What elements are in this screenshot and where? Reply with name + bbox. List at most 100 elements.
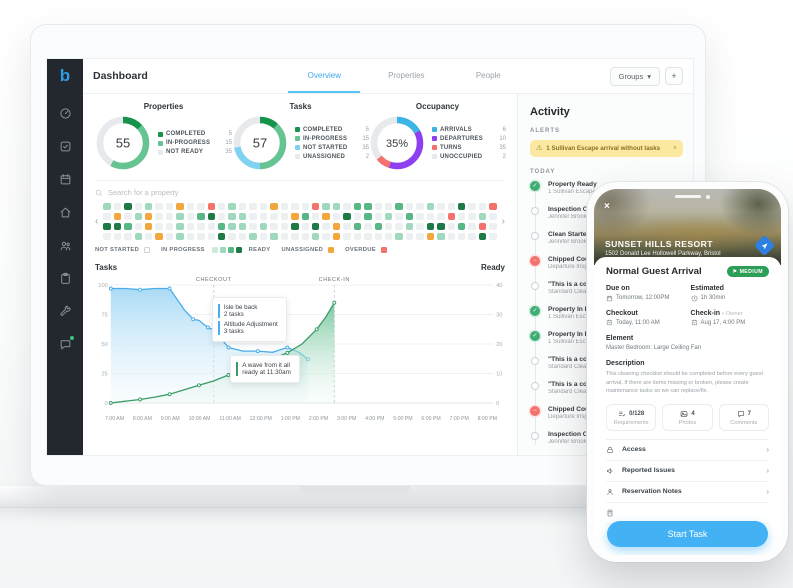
stat-card-comments[interactable]: 7 Comments <box>718 403 769 431</box>
heatmap-cell[interactable] <box>395 213 403 220</box>
activity-item[interactable]: ✓ Property In Progress 1 Sullivan Escape <box>530 331 683 345</box>
heatmap-cell[interactable] <box>113 203 122 210</box>
heatmap-cell[interactable] <box>207 223 216 230</box>
heatmap-cell[interactable] <box>426 223 435 230</box>
alert-close-icon[interactable]: × <box>672 145 677 152</box>
heatmap-cell[interactable] <box>478 223 487 230</box>
heatmap-cell[interactable] <box>384 223 393 230</box>
heatmap-cell[interactable] <box>301 223 309 230</box>
heatmap-cell[interactable] <box>176 213 184 220</box>
heatmap-cell[interactable] <box>489 233 497 240</box>
heatmap-cell[interactable] <box>280 233 289 240</box>
heatmap-cell[interactable] <box>291 233 299 240</box>
activity-item[interactable]: − Chipped Counter Departure Inspection <box>530 406 683 420</box>
heatmap-cell[interactable] <box>103 213 111 220</box>
heatmap-cell[interactable] <box>103 203 111 210</box>
heatmap-cell[interactable] <box>405 233 414 240</box>
sidebar-item-calendar[interactable] <box>59 173 72 186</box>
heatmap-cell[interactable] <box>468 223 476 230</box>
heatmap-cell[interactable] <box>238 223 247 230</box>
heatmap-cell[interactable] <box>228 203 236 210</box>
heatmap-cell[interactable] <box>353 233 362 240</box>
heatmap-cell[interactable] <box>374 213 382 220</box>
heatmap-cell[interactable] <box>301 213 309 220</box>
heatmap-cell[interactable] <box>228 223 236 230</box>
heatmap-cell[interactable] <box>332 233 341 240</box>
heatmap-cell[interactable] <box>259 223 268 230</box>
heatmap-cell[interactable] <box>124 213 132 220</box>
heatmap-cell[interactable] <box>291 203 299 210</box>
heatmap-cell[interactable] <box>447 223 455 230</box>
sidebar-item-team[interactable] <box>59 239 72 252</box>
heatmap-cell[interactable] <box>165 213 174 220</box>
heatmap-cell[interactable] <box>437 203 445 210</box>
heatmap-cell[interactable] <box>155 233 163 240</box>
heatmap-cell[interactable] <box>364 223 372 230</box>
activity-item[interactable]: ✓ Property Ready 1 Sullivan Escape <box>530 181 683 195</box>
heatmap-cell[interactable] <box>124 203 132 210</box>
heatmap-cell[interactable] <box>489 223 497 230</box>
heatmap-cell[interactable] <box>395 203 403 210</box>
heatmap-cell[interactable] <box>103 223 111 230</box>
heatmap-cell[interactable] <box>311 213 320 220</box>
heatmap-cell[interactable] <box>301 203 309 210</box>
heatmap-cell[interactable] <box>478 213 487 220</box>
heatmap-cell[interactable] <box>332 213 341 220</box>
heatmap-cell[interactable] <box>291 213 299 220</box>
heatmap-cell[interactable] <box>259 233 268 240</box>
heatmap-cell[interactable] <box>322 213 330 220</box>
heatmap-cell[interactable] <box>405 203 414 210</box>
sidebar-item-wrench[interactable] <box>59 305 72 318</box>
heatmap-cell[interactable] <box>165 223 174 230</box>
heatmap-cell[interactable] <box>332 223 341 230</box>
heatmap-cell[interactable] <box>322 203 330 210</box>
heatmap-cell[interactable] <box>301 233 309 240</box>
heatmap-cell[interactable] <box>218 203 226 210</box>
heatmap-cell[interactable] <box>155 213 163 220</box>
heatmap-cell[interactable] <box>426 233 435 240</box>
heatmap-cell[interactable] <box>124 223 132 230</box>
heatmap-cell[interactable] <box>353 223 362 230</box>
heatmap-cell[interactable] <box>197 203 205 210</box>
heatmap-cell[interactable] <box>384 203 393 210</box>
heatmap-cell[interactable] <box>405 223 414 230</box>
heatmap-cell[interactable] <box>207 233 216 240</box>
activity-item[interactable]: ✓ Property In Progress 1 Sullivan Escape <box>530 306 683 320</box>
heatmap-cell[interactable] <box>165 233 174 240</box>
heatmap-cell[interactable] <box>113 223 122 230</box>
navigate-icon[interactable] <box>753 234 776 257</box>
heatmap-cell[interactable] <box>291 223 299 230</box>
heatmap-prev-icon[interactable]: ‹ <box>95 215 99 227</box>
heatmap-cell[interactable] <box>280 223 289 230</box>
heatmap-cell[interactable] <box>218 223 226 230</box>
heatmap-cell[interactable] <box>405 213 414 220</box>
heatmap-cell[interactable] <box>197 213 205 220</box>
heatmap-cell[interactable] <box>457 233 466 240</box>
heatmap-cell[interactable] <box>447 233 455 240</box>
heatmap-cell[interactable] <box>457 203 466 210</box>
heatmap-cell[interactable] <box>364 203 372 210</box>
heatmap-cell[interactable] <box>416 233 424 240</box>
heatmap-cell[interactable] <box>176 233 184 240</box>
heatmap-cell[interactable] <box>395 223 403 230</box>
heatmap-cell[interactable] <box>113 233 122 240</box>
heatmap-cell[interactable] <box>124 233 132 240</box>
heatmap-cell[interactable] <box>228 233 236 240</box>
heatmap-next-icon[interactable]: › <box>501 215 505 227</box>
heatmap-cell[interactable] <box>468 213 476 220</box>
heatmap-cell[interactable] <box>249 213 257 220</box>
sidebar-item-clipboard[interactable] <box>59 272 72 285</box>
heatmap-cell[interactable] <box>238 203 247 210</box>
row-reported-issues[interactable]: Reported Issues › <box>606 461 769 482</box>
sidebar-item-gauge[interactable] <box>59 107 72 120</box>
heatmap-cell[interactable] <box>457 223 466 230</box>
heatmap-cell[interactable] <box>145 223 153 230</box>
heatmap-cell[interactable] <box>270 213 278 220</box>
property-search[interactable]: Search for a property <box>95 180 505 197</box>
heatmap-cell[interactable] <box>145 233 153 240</box>
activity-item[interactable]: "This is a comment" Standard Clean <box>530 281 683 295</box>
sidebar-item-home[interactable] <box>59 206 72 219</box>
heatmap-cell[interactable] <box>145 203 153 210</box>
activity-item[interactable]: "This is a comment" Standard Clean + <box>530 381 683 395</box>
heatmap-cell[interactable] <box>228 213 236 220</box>
